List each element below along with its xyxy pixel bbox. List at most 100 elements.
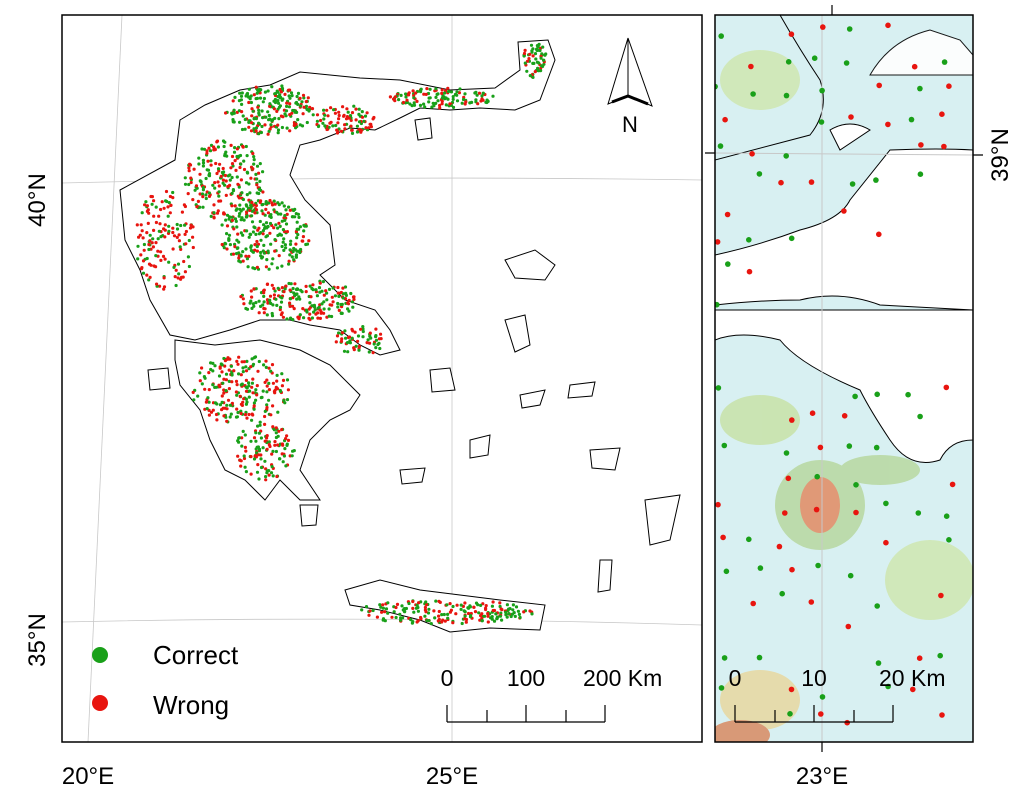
sample-point	[498, 601, 502, 605]
sample-point	[256, 228, 260, 232]
sample-point	[315, 119, 319, 123]
sample-point	[280, 201, 284, 205]
sample-point	[277, 221, 281, 225]
sample-point	[419, 90, 423, 94]
sample-point	[227, 387, 231, 391]
sample-point	[217, 184, 221, 188]
sample-point	[221, 181, 225, 185]
sample-point	[375, 615, 379, 619]
sample-point	[367, 126, 371, 130]
sample-point	[374, 327, 378, 331]
sample-point	[146, 208, 150, 212]
sample-point	[498, 604, 502, 609]
sample-point	[235, 383, 239, 387]
sample-point	[397, 98, 401, 102]
sample-point	[417, 601, 421, 605]
sample-point	[251, 167, 255, 171]
sample-point	[266, 211, 270, 215]
sample-point	[162, 285, 167, 289]
sample-point	[280, 372, 284, 376]
sample-point	[272, 99, 276, 103]
sample-point	[209, 159, 213, 163]
sample-point	[250, 121, 254, 125]
sample-point	[438, 106, 442, 110]
sample-point	[281, 240, 285, 244]
sample-point	[274, 297, 278, 301]
sample-point	[255, 384, 259, 388]
sample-point	[475, 93, 479, 97]
sample-point	[239, 94, 244, 98]
sample-point	[721, 442, 728, 449]
sample-point	[350, 111, 355, 115]
sample-point	[343, 127, 347, 131]
sample-point	[245, 204, 249, 208]
sample-point	[264, 478, 268, 482]
sample-point	[537, 61, 541, 65]
sample-point	[783, 450, 790, 456]
sample-point	[905, 391, 911, 398]
sample-point	[212, 216, 216, 220]
land	[119, 39, 681, 633]
sample-point	[246, 265, 250, 269]
sample-point	[316, 124, 321, 129]
sample-point	[321, 121, 325, 125]
sample-point	[224, 378, 228, 382]
sample-point	[258, 179, 262, 183]
sample-point	[308, 312, 312, 316]
sample-point	[307, 239, 311, 243]
sample-point	[300, 100, 304, 104]
sample-point	[222, 391, 226, 395]
sample-point	[715, 301, 720, 308]
sample-point	[342, 114, 346, 118]
sample-point	[274, 426, 278, 430]
sample-point	[372, 115, 376, 120]
sample-point	[220, 394, 224, 398]
sample-point	[252, 225, 256, 229]
sample-point	[230, 175, 234, 180]
sample-point	[357, 107, 361, 111]
sample-point	[808, 599, 815, 605]
sample-point	[264, 235, 268, 239]
sample-point	[424, 92, 428, 96]
sample-point	[221, 166, 225, 171]
sample-point	[819, 87, 825, 94]
sample-point	[231, 120, 235, 124]
sample-point	[236, 232, 240, 236]
sample-point	[294, 253, 299, 257]
sample-point	[201, 164, 205, 168]
sample-point	[422, 102, 426, 106]
sample-point	[270, 465, 274, 469]
sample-point	[404, 92, 408, 96]
sample-point	[363, 114, 368, 118]
sample-point	[254, 431, 258, 435]
sample-point	[252, 304, 256, 308]
sample-point	[239, 162, 243, 166]
sample-point	[264, 202, 268, 206]
sample-point	[162, 276, 166, 280]
sample-point	[539, 69, 543, 73]
sample-point	[943, 384, 950, 391]
sample-point	[328, 303, 332, 307]
sample-point	[283, 214, 287, 218]
sample-point	[211, 361, 215, 365]
sample-point	[262, 291, 266, 295]
sample-point	[428, 87, 432, 91]
sample-point	[271, 425, 275, 429]
sample-point	[244, 470, 248, 474]
sample-point	[225, 403, 229, 407]
sample-point	[486, 614, 490, 618]
sample-point	[254, 398, 258, 402]
sample-point	[264, 207, 268, 211]
sample-point	[288, 88, 292, 92]
sample-point	[307, 307, 311, 311]
sample-point	[270, 262, 274, 266]
sample-point	[269, 471, 274, 475]
sample-point	[938, 592, 944, 599]
sample-point	[464, 620, 468, 624]
sample-point	[244, 94, 248, 98]
sample-point	[154, 220, 158, 225]
sample-point	[341, 296, 345, 300]
sample-point	[330, 314, 334, 319]
lat-label: 40°N	[24, 173, 51, 227]
sample-point	[262, 251, 266, 255]
